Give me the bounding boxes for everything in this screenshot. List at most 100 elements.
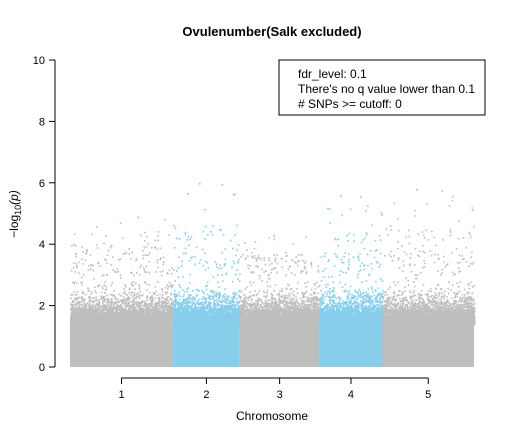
snp-point [123, 310, 126, 312]
snp-point [79, 304, 81, 306]
snp-point [88, 300, 90, 303]
snp-point [79, 301, 81, 303]
snp-point [81, 301, 83, 303]
snp-point [73, 281, 75, 284]
snp-point [156, 315, 158, 317]
snp-point [138, 297, 141, 300]
snp-point [158, 302, 160, 304]
snp-point [133, 303, 135, 306]
snp-point [144, 303, 147, 306]
snp-point [137, 292, 139, 294]
snp-point [145, 310, 147, 312]
snp-point [108, 305, 110, 308]
snp-point [115, 298, 118, 300]
snp-point [111, 310, 114, 313]
snp-point [77, 306, 80, 308]
snp-point [137, 305, 139, 307]
snp-point [138, 314, 140, 316]
snp-point [138, 287, 141, 290]
snp-point [118, 301, 120, 303]
snp-point [107, 301, 109, 304]
snp-point [143, 302, 146, 304]
snp-point [89, 296, 92, 298]
snp-point [108, 306, 111, 309]
snp-point [78, 301, 80, 303]
snp-point [107, 307, 109, 310]
snp-point [76, 313, 78, 315]
snp-point [70, 297, 72, 299]
snp-point [159, 308, 162, 310]
snp-point [163, 316, 166, 319]
snp-point [164, 318, 166, 320]
snp-point [172, 302, 174, 304]
snp-point [95, 302, 98, 305]
snp-point [149, 296, 151, 299]
snp-point [139, 308, 141, 310]
snp-point [169, 297, 172, 300]
snp-point [92, 309, 95, 312]
snp-point [90, 311, 93, 313]
snp-point [168, 281, 171, 284]
snp-point [168, 311, 170, 313]
snp-point [149, 316, 152, 318]
snp-point [115, 317, 117, 319]
snp-point [95, 292, 97, 294]
snp-point [123, 304, 126, 307]
chart-title: Ovulenumber(Salk excluded) [182, 24, 361, 39]
snp-point [87, 303, 90, 305]
snp-point [171, 303, 174, 306]
snp-point [97, 309, 99, 311]
snp-point [89, 298, 91, 301]
snp-point [158, 312, 160, 314]
snp-point [150, 304, 152, 307]
snp-point [170, 304, 172, 307]
snp-point [156, 302, 159, 305]
snp-point [95, 304, 97, 306]
snp-point [82, 291, 84, 293]
snp-point [132, 308, 134, 310]
snp-point [145, 297, 148, 299]
snp-point [74, 307, 76, 309]
snp-point [112, 295, 114, 297]
snp-point [81, 292, 84, 294]
snp-point [110, 306, 113, 308]
snp-point [138, 315, 140, 317]
snp-point [82, 308, 85, 310]
snp-point [129, 307, 131, 310]
snp-point [112, 308, 114, 310]
snp-point [86, 311, 89, 313]
snp-point [110, 298, 113, 300]
snp-point [132, 306, 135, 309]
snp-point [84, 320, 87, 322]
snp-point [86, 314, 88, 316]
snp-point [170, 292, 172, 295]
snp-point [128, 292, 131, 294]
snp-point [149, 309, 152, 312]
snp-point [165, 322, 168, 324]
snp-point [113, 314, 115, 317]
snp-point [110, 284, 113, 287]
snp-point [86, 316, 88, 318]
snp-point [131, 313, 133, 315]
snp-point [81, 297, 83, 300]
snp-point [103, 299, 106, 301]
snp-point [106, 305, 108, 307]
snp-point [81, 298, 83, 301]
snp-point [70, 303, 72, 305]
snp-point [135, 295, 138, 298]
snp-point [164, 298, 166, 300]
snp-point [108, 313, 110, 315]
snp-point [85, 313, 88, 315]
snp-point [100, 310, 103, 313]
snp-point [93, 278, 95, 280]
snp-point [109, 304, 112, 307]
snp-point [73, 283, 76, 285]
snp-point [164, 313, 167, 315]
snp-point [76, 307, 79, 309]
snp-point [129, 287, 131, 290]
snp-point [104, 306, 106, 308]
snp-point [128, 313, 130, 315]
snp-point [106, 299, 108, 301]
snp-point [92, 308, 95, 310]
snp-point [154, 304, 157, 307]
